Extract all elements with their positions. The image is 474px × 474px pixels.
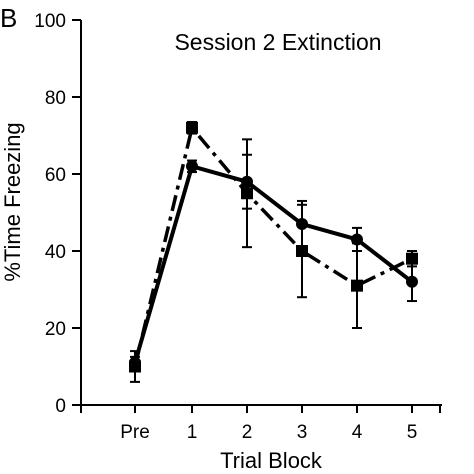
series-layer <box>129 121 418 383</box>
x-tick-label: 3 <box>297 422 308 443</box>
x-axis-label: Trial Block <box>220 448 323 473</box>
y-tick-label: 20 <box>45 319 66 340</box>
y-tick-label: 0 <box>55 396 66 417</box>
chart-title: Session 2 Extinction <box>174 29 381 55</box>
series-circle <box>129 153 418 370</box>
series-line-square <box>133 126 413 367</box>
series-line-circle <box>133 164 414 364</box>
y-tick-label: 60 <box>45 165 66 186</box>
y-tick-label: 80 <box>45 88 66 109</box>
x-tick-label: 1 <box>187 422 198 443</box>
y-tick-label: 40 <box>45 242 66 263</box>
x-tick-label: 2 <box>242 422 253 443</box>
data-point-square <box>351 279 363 292</box>
panel-label: B <box>0 3 17 33</box>
data-point-circle <box>351 233 363 246</box>
data-point-circle <box>296 218 308 231</box>
data-point-square <box>186 121 198 134</box>
y-ticks: 0 20 40 60 80 100 <box>34 11 81 417</box>
y-axis-label: %Time Freezing <box>0 122 25 281</box>
data-point-circle <box>186 160 198 173</box>
y-tick-label: 100 <box>34 11 66 32</box>
x-tick-label: Pre <box>120 422 150 443</box>
x-ticks: Pre 1 2 3 4 5 <box>80 405 441 443</box>
x-tick-label: 5 <box>407 422 418 443</box>
data-point-circle <box>406 275 418 288</box>
x-tick-label: 4 <box>352 422 363 443</box>
data-point-circle <box>241 175 253 188</box>
data-point-circle <box>129 356 141 369</box>
